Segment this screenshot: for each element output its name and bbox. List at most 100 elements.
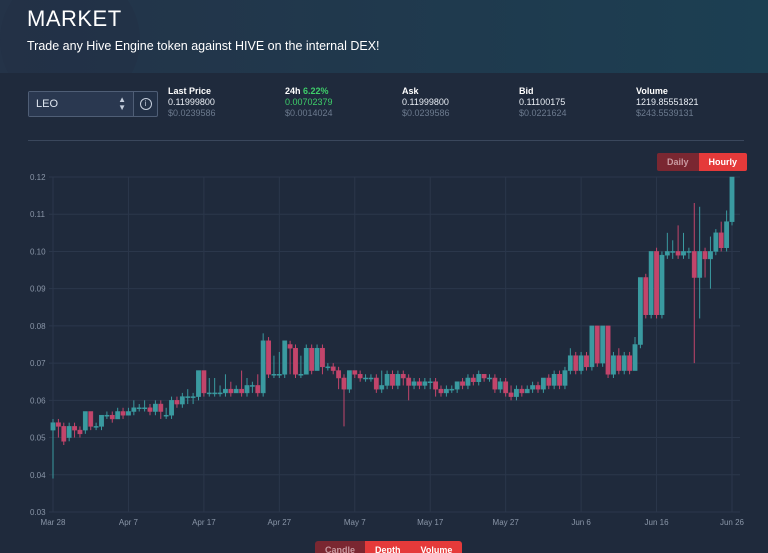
candle-body: [298, 374, 304, 376]
candle-body: [524, 388, 530, 394]
candle-body: [648, 251, 654, 315]
candle-body: [551, 374, 557, 386]
candle-body: [77, 429, 83, 435]
candle-body: [627, 355, 633, 371]
page-subtitle: Trade any Hive Engine token against HIVE…: [27, 39, 380, 53]
stat-label: Last Price: [168, 86, 212, 96]
candle-body: [104, 414, 110, 417]
y-tick-label: 0.10: [30, 247, 46, 256]
x-tick-label: Apr 7: [119, 518, 139, 527]
chart-type-tabs[interactable]: Candle Depth Volume: [315, 541, 463, 553]
candle-body: [233, 388, 239, 394]
candlestick-chart[interactable]: 0.12 0.11 0.10 0.09 0.08 0.07 0.06 0.05 0.04 0.03…: [0, 165, 768, 535]
candle-body: [131, 407, 137, 412]
candle-body: [460, 381, 465, 386]
candle-body: [255, 385, 261, 394]
divider: [28, 140, 744, 141]
candle-body: [147, 407, 153, 412]
candle-body: [637, 277, 643, 345]
daily-button[interactable]: Daily: [657, 153, 699, 171]
candle-body: [249, 385, 255, 387]
y-tick-label: 0.08: [30, 322, 46, 331]
candle-body: [136, 407, 142, 410]
token-info-button[interactable]: i: [134, 92, 157, 116]
candle-body: [352, 370, 358, 375]
candle-body: [546, 377, 552, 386]
candle-body: [115, 411, 121, 420]
candle-body: [190, 396, 196, 398]
candle-body: [487, 377, 492, 380]
candle-body: [384, 374, 390, 386]
candle-body: [433, 381, 439, 390]
hourly-button[interactable]: Hourly: [698, 153, 748, 171]
candle-body: [163, 414, 169, 417]
stat-24h-pct: 6.22%: [303, 86, 329, 96]
candle-body: [422, 381, 428, 386]
stat-label: Volume: [636, 86, 668, 96]
candle-body: [449, 388, 455, 391]
candle-body: [244, 385, 250, 394]
select-caret-icon: ▲ ▼: [118, 95, 126, 112]
candle-body: [61, 426, 67, 442]
candle-body: [217, 392, 223, 395]
candle-body: [120, 411, 126, 416]
candle-body: [293, 347, 298, 375]
candle-body: [282, 340, 288, 375]
candle-body: [373, 377, 379, 390]
candle-body: [179, 396, 185, 405]
candle-body: [578, 355, 584, 371]
stat-usd: $0.0239586: [402, 108, 450, 118]
candle-body: [276, 374, 282, 376]
candle-body: [492, 377, 498, 390]
candle-body: [395, 374, 401, 386]
candle-body: [201, 370, 207, 394]
candle-body: [470, 377, 476, 382]
y-tick-label: 0.03: [30, 508, 46, 517]
candle-body: [411, 381, 417, 386]
stat-usd: $0.0239586: [168, 108, 216, 118]
candle-body: [390, 374, 395, 386]
candle-body: [465, 377, 471, 386]
tab-volume[interactable]: Volume: [410, 541, 463, 553]
candle-body: [503, 381, 509, 394]
candle-body: [454, 381, 460, 390]
candle-body: [400, 374, 406, 379]
candle-body: [530, 385, 536, 390]
candle-body: [540, 377, 546, 390]
candle-body: [126, 411, 131, 416]
candle-body: [320, 347, 325, 368]
candle-body: [325, 366, 331, 369]
candle-body: [336, 370, 342, 379]
tab-candle[interactable]: Candle: [315, 541, 366, 553]
stat-label: 24h 6.22%: [285, 86, 333, 97]
candle-body: [621, 355, 627, 371]
x-tick-label: May 7: [344, 518, 366, 527]
candle-body: [481, 374, 487, 379]
candle-body: [88, 411, 94, 427]
candle-body: [379, 385, 385, 390]
candle-body: [691, 251, 697, 278]
y-tick-label: 0.07: [30, 359, 46, 368]
candle-body: [271, 374, 277, 376]
candle-body: [142, 407, 148, 410]
candle-body: [443, 388, 449, 394]
candle-body: [659, 254, 665, 315]
tab-depth[interactable]: Depth: [365, 541, 411, 553]
candle-body: [729, 176, 735, 222]
candle-body: [611, 355, 616, 375]
candle-body: [196, 370, 201, 397]
y-tick-label: 0.11: [30, 210, 46, 219]
y-tick-label: 0.04: [30, 471, 46, 480]
candle-body: [514, 388, 519, 397]
token-select[interactable]: LEO ▲ ▼: [29, 92, 134, 116]
info-circle-icon: i: [139, 98, 152, 110]
candle-body: [368, 377, 374, 380]
candle-body: [476, 374, 482, 382]
candle-body: [303, 347, 309, 375]
interval-toggle[interactable]: Daily Hourly: [657, 153, 748, 171]
stat-volume: Volume 1219.85551821 $243.5539131: [636, 86, 699, 119]
stat-usd: $243.5539131: [636, 108, 694, 118]
token-selector[interactable]: LEO ▲ ▼ i: [28, 91, 158, 117]
candle-body: [594, 325, 600, 364]
stat-value: 0.00702379: [285, 97, 333, 107]
